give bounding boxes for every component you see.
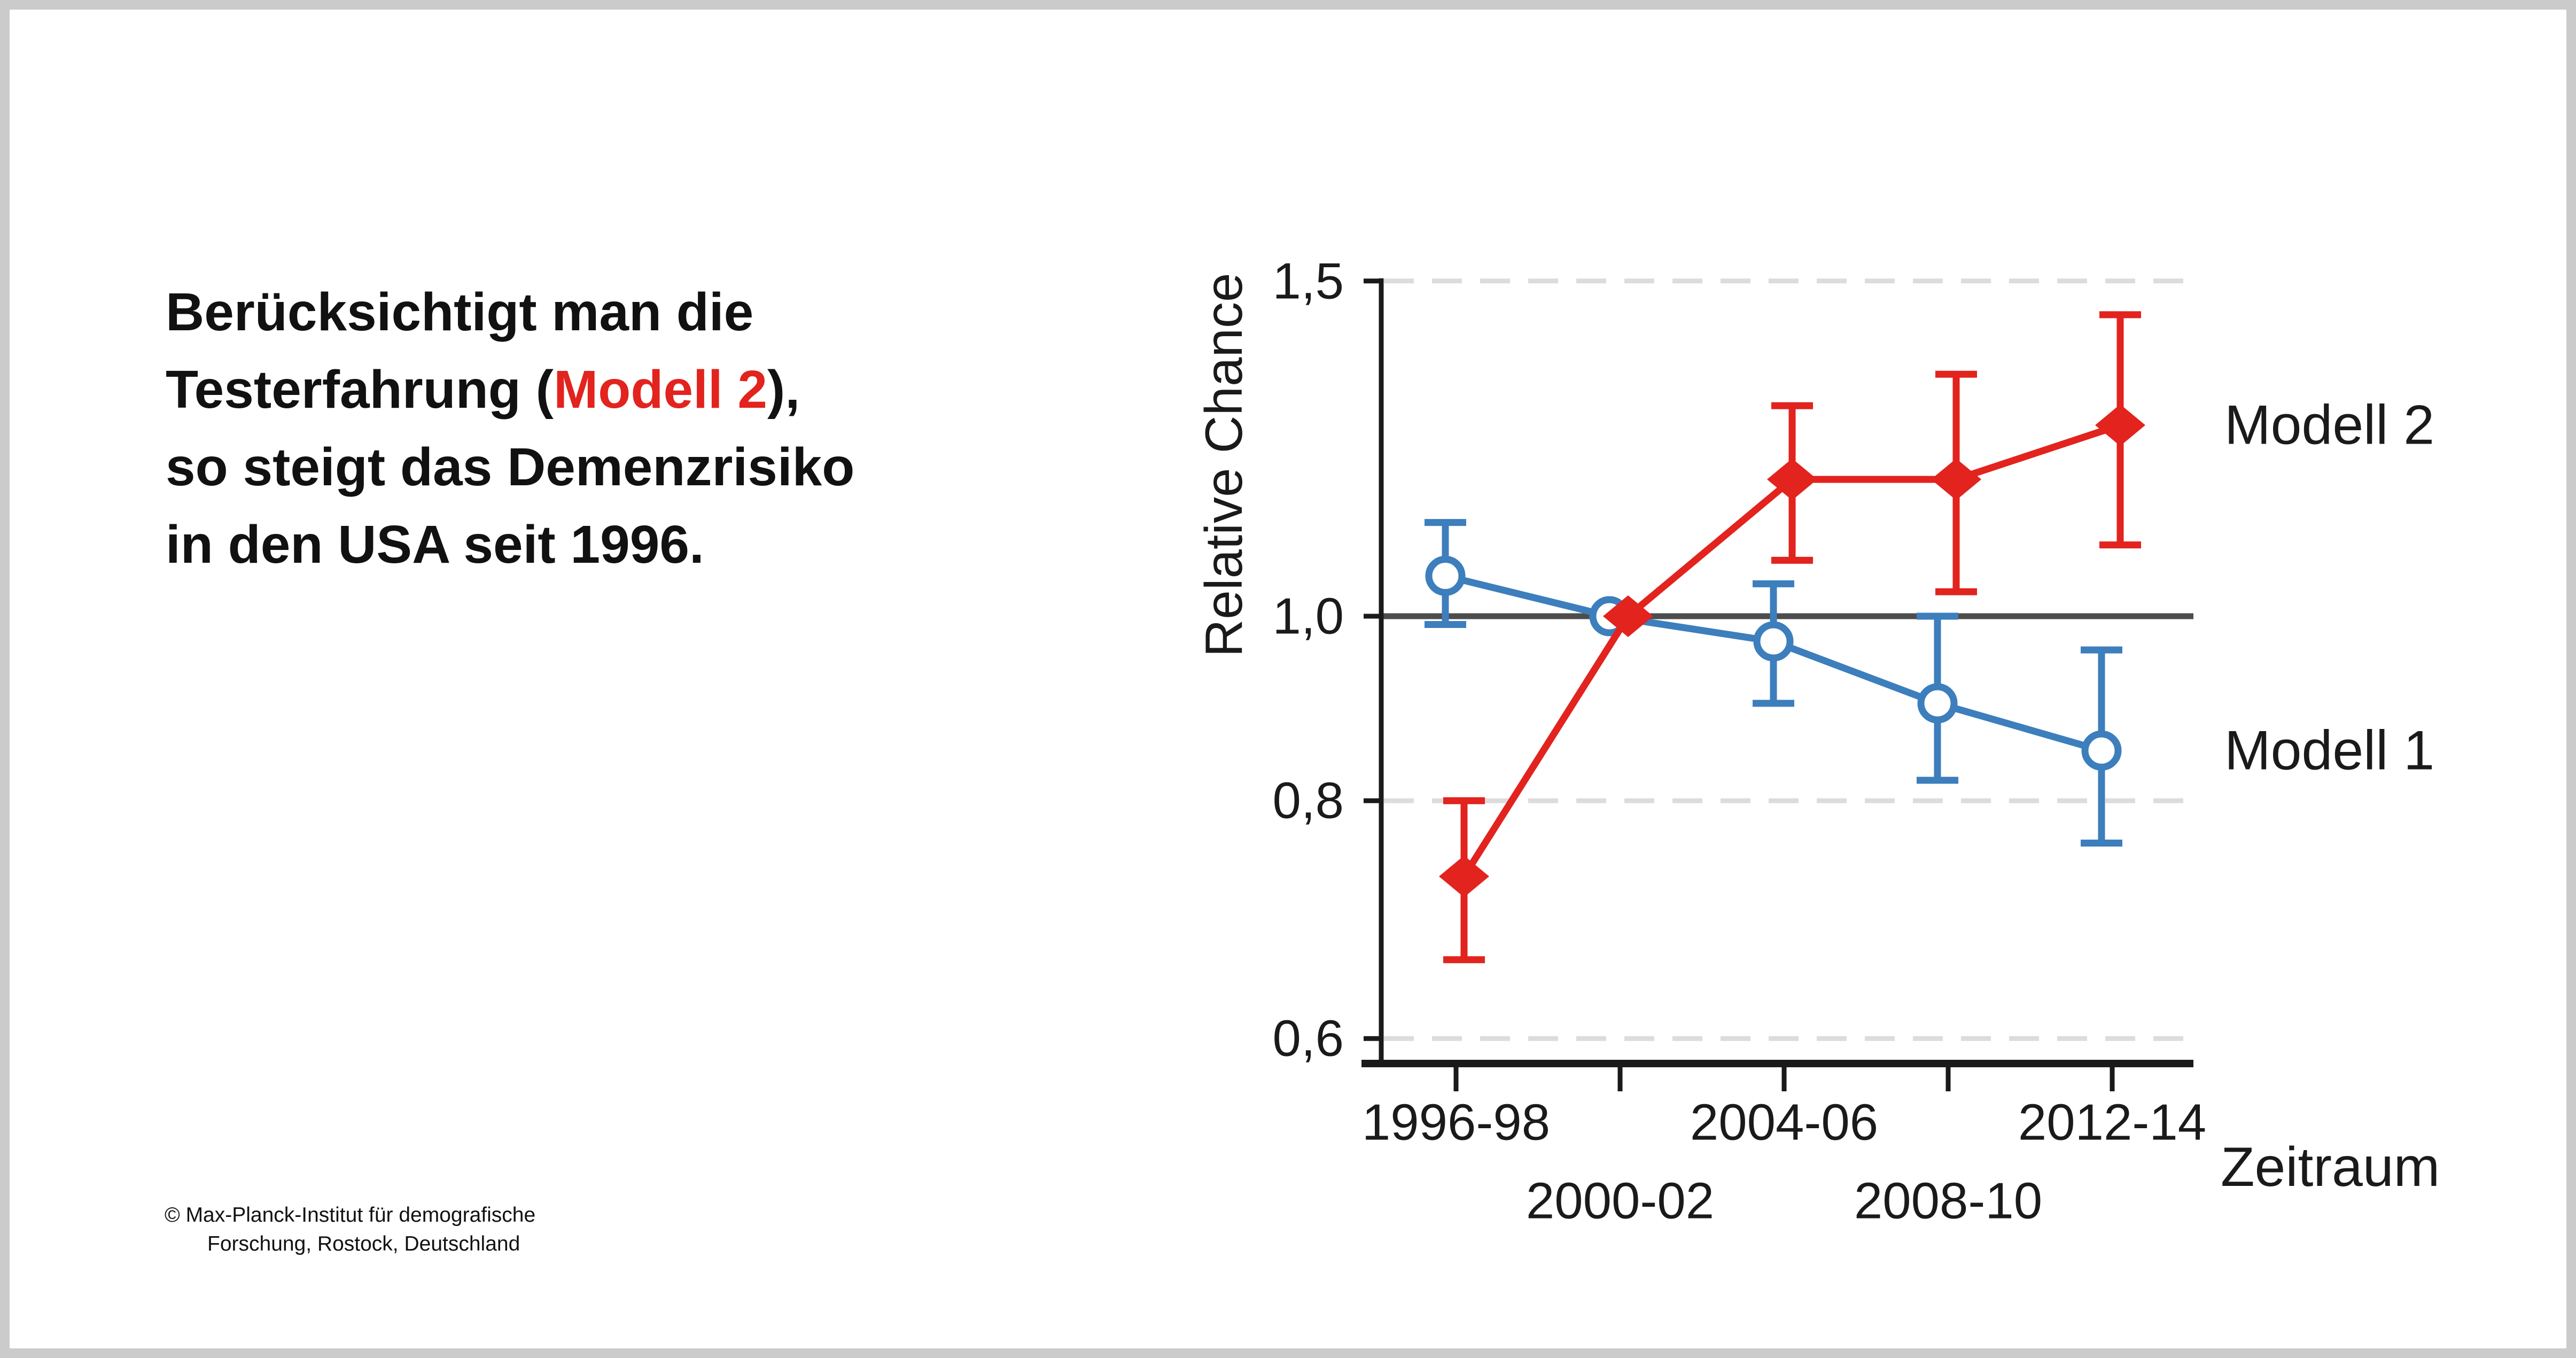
x-tick-label-2004-06: 2004-06 [1690, 1094, 1878, 1151]
y-tick-label-1,5: 1,5 [1273, 252, 1344, 309]
y-tick-label-0,8: 0,8 [1273, 772, 1344, 829]
x-tick-label-2000-02: 2000-02 [1526, 1173, 1714, 1230]
headline-line-4: in den USA seit 1996. [166, 506, 854, 584]
y-axis-title: Relative Chance [1194, 273, 1253, 657]
x-tick-label-2012-14: 2012-14 [2018, 1094, 2206, 1151]
x-axis-title: Zeitraum [2221, 1136, 2440, 1198]
x-tick-label-1996-98: 1996-98 [1362, 1094, 1550, 1151]
legend-Modell 1: Modell 1 [2224, 719, 2434, 781]
copyright: © Max-Planck-Institut für demografische … [165, 1201, 535, 1259]
y-tick-label-0,6: 0,6 [1273, 1010, 1344, 1067]
content-panel [10, 10, 2566, 1348]
headline-line-2: Testerfahrung (Modell 2), [166, 351, 854, 429]
marker-diamond-Modell 2-1996-98 [1439, 855, 1489, 897]
headline-highlight-modell-2: Modell 2 [553, 360, 768, 420]
headline-text: ), [767, 360, 800, 420]
legend-Modell 2: Modell 2 [2224, 394, 2434, 456]
headline: Berücksichtigt man die Testerfahrung (Mo… [166, 274, 854, 584]
copyright-line-1: © Max-Planck-Institut für demografische [165, 1204, 536, 1227]
y-tick-label-1,0: 1,0 [1273, 588, 1344, 645]
headline-text: Berücksichtigt man die [166, 282, 754, 342]
headline-text: in den USA seit 1996. [166, 515, 704, 575]
headline-line-3: so steigt das Demenzrisiko [166, 429, 854, 506]
marker-diamond-Modell 2-2008-10 [1931, 458, 1981, 500]
marker-circle-Modell 1-2012-14 [2081, 730, 2122, 771]
marker-circle-Modell 1-2004-06 [1753, 621, 1794, 662]
x-tick-label-2008-10: 2008-10 [1854, 1173, 2042, 1230]
marker-diamond-Modell 2-2004-06 [1767, 458, 1817, 500]
marker-diamond-Modell 2-2012-14 [2095, 404, 2145, 446]
marker-circle-Modell 1-1996-98 [1425, 556, 1466, 596]
marker-circle-Modell 1-2008-10 [1917, 683, 1958, 724]
marker-diamond-Modell 2-2000-02 [1603, 595, 1653, 637]
copyright-line-2: Forschung, Rostock, Deutschland [207, 1232, 520, 1255]
headline-text: Testerfahrung ( [166, 360, 554, 420]
headline-line-1: Berücksichtigt man die [166, 274, 854, 351]
headline-text: so steigt das Demenzrisiko [166, 437, 855, 497]
